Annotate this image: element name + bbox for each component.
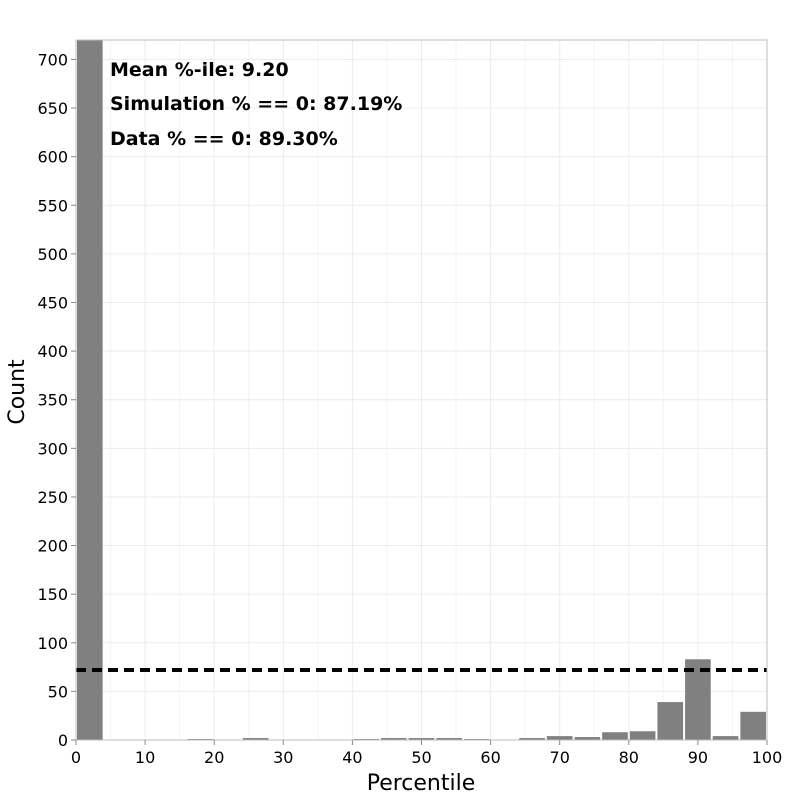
y-tick-label: 700 <box>37 50 68 69</box>
bars-group <box>77 40 766 740</box>
y-tick-label: 0 <box>58 731 68 750</box>
y-tick-label: 100 <box>37 634 68 653</box>
annotation-simulation: Simulation % == 0: 87.19% <box>110 93 402 115</box>
histogram-bar <box>436 738 462 740</box>
x-tick-label: 40 <box>342 748 362 767</box>
histogram-bar <box>77 40 103 740</box>
y-tick-label: 350 <box>37 391 68 410</box>
x-tick-label: 90 <box>688 748 708 767</box>
y-tick-label: 50 <box>48 682 68 701</box>
histogram-bar <box>602 732 628 740</box>
histogram-bar <box>629 731 656 740</box>
histogram-bar <box>242 738 269 740</box>
annotation-data: Data % == 0: 89.30% <box>110 128 338 150</box>
x-tick-label: 60 <box>480 748 500 767</box>
histogram-bar <box>519 738 545 740</box>
x-tick-label: 100 <box>752 748 783 767</box>
y-tick-label: 450 <box>37 294 68 313</box>
y-tick-label: 200 <box>37 537 68 556</box>
y-tick-label: 650 <box>37 99 68 118</box>
histogram-bar <box>712 736 739 740</box>
y-tick-label: 300 <box>37 439 68 458</box>
annotation-mean: Mean %-ile: 9.20 <box>110 59 289 81</box>
histogram-bar <box>740 711 766 740</box>
y-tick-label: 150 <box>37 585 68 604</box>
y-axis-ticks: 0 50 100 150 200 250 300 350 400 450 500 550 600 650 7… <box>37 50 76 750</box>
y-axis-title: Count <box>5 359 30 425</box>
histogram-bar <box>657 702 684 740</box>
x-tick-label: 0 <box>71 748 81 767</box>
annotation-box: Mean %-ile: 9.20 Simulation % == 0: 87.1… <box>110 59 402 150</box>
x-tick-label: 70 <box>550 748 570 767</box>
histogram-bar <box>408 738 435 740</box>
y-tick-label: 500 <box>37 245 68 264</box>
x-axis-title: Percentile <box>367 771 476 796</box>
x-axis-ticks: 0 10 20 30 40 50 60 70 80 90 100 <box>71 740 782 767</box>
y-tick-label: 250 <box>37 488 68 507</box>
y-tick-label: 400 <box>37 342 68 361</box>
histogram-bar <box>546 736 573 740</box>
y-tick-label: 550 <box>37 196 68 215</box>
histogram-bar <box>685 659 711 740</box>
x-tick-label: 50 <box>411 748 431 767</box>
x-tick-label: 10 <box>135 748 155 767</box>
x-tick-label: 80 <box>619 748 639 767</box>
x-tick-label: 30 <box>273 748 293 767</box>
y-tick-label: 600 <box>37 148 68 167</box>
histogram-bar <box>574 737 601 740</box>
x-tick-label: 20 <box>204 748 224 767</box>
histogram-bar <box>381 738 407 740</box>
